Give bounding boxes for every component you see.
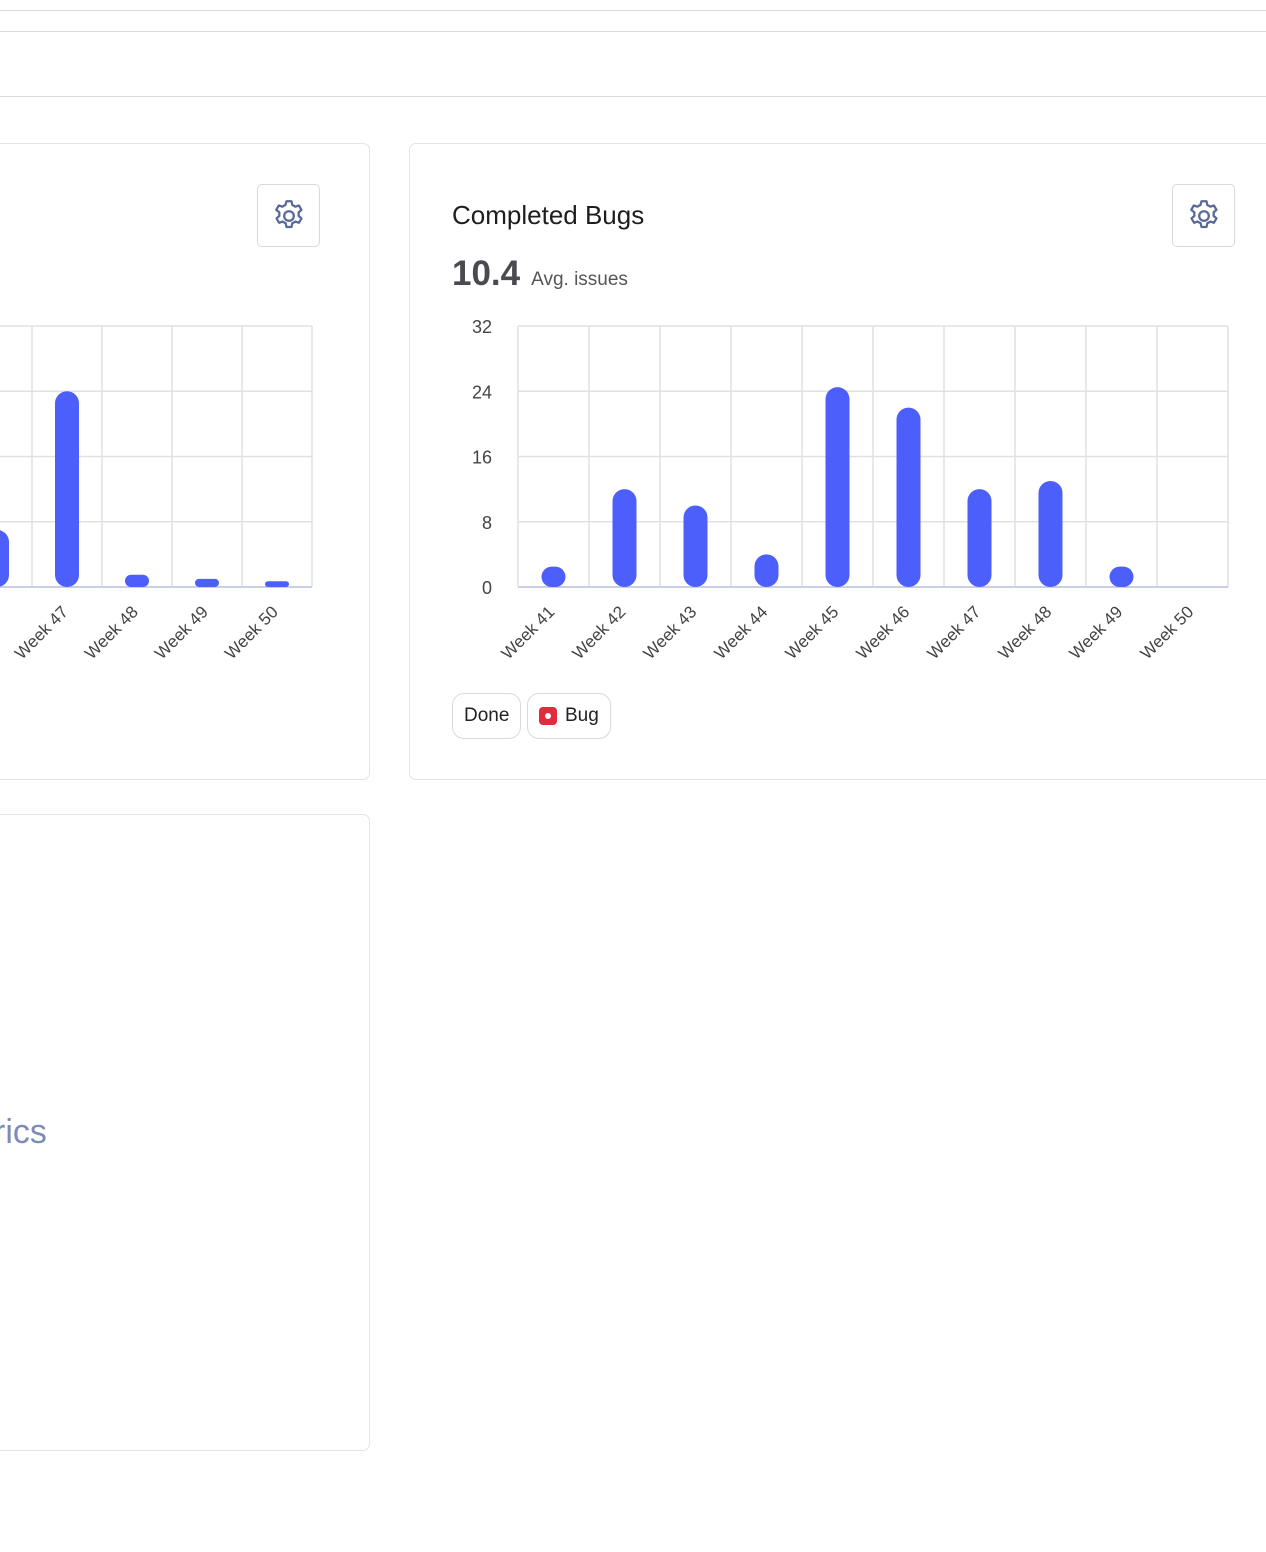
y-tick-label: 24	[472, 382, 492, 402]
bar	[125, 574, 149, 587]
bar	[0, 530, 9, 587]
y-tick-label: 0	[482, 578, 492, 598]
right-settings-button[interactable]	[1172, 184, 1235, 247]
x-tick-label: Week 47	[11, 602, 72, 663]
x-tick-label: Week 50	[221, 602, 282, 663]
bar	[896, 407, 921, 587]
card-title: Completed Bugs	[452, 200, 645, 230]
completed-bugs-card: Completed Bugs 10.4 Avg. issues 32 24 16 8 0…	[409, 143, 1266, 780]
x-tick-label: Week 44	[711, 602, 772, 663]
filter-chip-label: Done	[464, 705, 510, 726]
bar	[967, 489, 992, 587]
header-top-border	[0, 31, 1266, 32]
x-tick-label: Week 50	[1137, 602, 1198, 663]
left-bar-chart: Week 47 Week 48 Week 49 Week 50	[0, 325, 313, 663]
bar	[55, 391, 79, 587]
bug-icon	[539, 707, 557, 725]
bar	[683, 505, 708, 587]
y-tick-label: 8	[482, 513, 492, 533]
y-tick-label: 32	[472, 317, 492, 337]
y-tick-label: 16	[472, 448, 492, 468]
x-tick-label: Week 48	[81, 602, 142, 663]
bar	[1109, 566, 1134, 587]
header-bottom-border	[0, 96, 1266, 97]
bar	[541, 566, 566, 587]
metric-value: 10.4	[452, 254, 521, 293]
x-tick-label: Week 41	[498, 602, 559, 663]
x-tick-label: Week 47	[924, 602, 985, 663]
left-settings-button[interactable]	[257, 184, 320, 247]
filter-chip-bug[interactable]: Bug	[527, 693, 611, 739]
bar	[195, 578, 219, 587]
x-tick-label: Week 49	[1066, 602, 1127, 663]
bar	[612, 489, 637, 587]
empty-state-text: rics	[0, 1113, 47, 1151]
x-tick-label: Week 49	[151, 602, 212, 663]
bar	[754, 554, 779, 587]
metric-label: Avg. issues	[531, 269, 628, 290]
x-tick-label: Week 48	[995, 602, 1056, 663]
filter-chip-done[interactable]: Done	[452, 693, 522, 739]
bar	[265, 581, 289, 587]
x-tick-label: Week 43	[640, 602, 701, 663]
top-divider	[0, 10, 1266, 11]
filter-chip-label: Bug	[565, 705, 599, 726]
gear-icon	[1189, 199, 1218, 228]
gear-icon	[274, 199, 303, 228]
x-tick-label: Week 45	[782, 602, 843, 663]
average-metric: 10.4 Avg. issues	[452, 254, 628, 294]
left-chart-card: Week 47 Week 48 Week 49 Week 50	[0, 143, 370, 780]
x-tick-label: Week 42	[569, 602, 630, 663]
bar	[1038, 480, 1063, 587]
bar	[825, 387, 850, 587]
x-tick-label: Week 46	[853, 602, 914, 663]
bottom-left-card: rics	[0, 814, 370, 1451]
